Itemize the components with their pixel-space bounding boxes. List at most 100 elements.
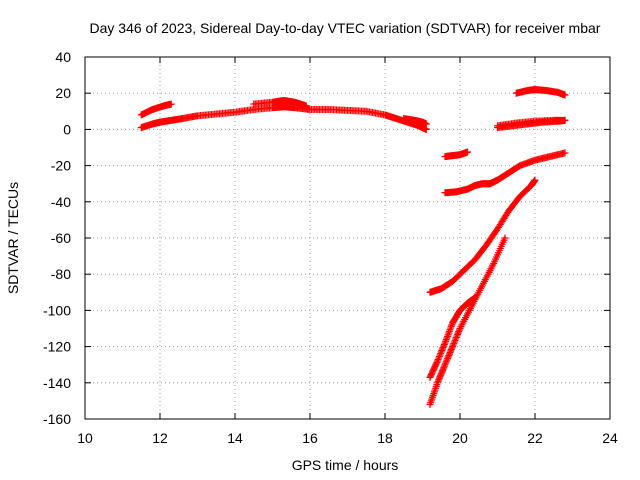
data-point-plus: [434, 357, 441, 365]
data-point-plus: [453, 332, 461, 340]
series-arc-5: [441, 148, 471, 161]
data-point-plus: [440, 364, 448, 372]
data-point-plus: [450, 340, 458, 348]
data-point-plus: [434, 356, 442, 364]
data-point-plus: [440, 342, 448, 350]
data-point-plus: [443, 356, 451, 364]
y-tick-label: -120: [43, 339, 71, 355]
data-point-plus: [446, 326, 454, 334]
data-point-plus: [445, 352, 453, 360]
series-arc-4: [400, 115, 430, 128]
x-tick-label: 24: [602, 430, 618, 446]
data-point-plus: [443, 334, 451, 342]
data-point-plus: [444, 355, 451, 363]
data-point-plus: [454, 329, 462, 337]
x-tick-label: 20: [452, 430, 468, 446]
y-tick-label: -20: [51, 158, 71, 174]
x-tick-label: 12: [152, 430, 168, 446]
data-point-plus: [449, 343, 456, 351]
series-arc-2: [137, 103, 430, 133]
data-point-plus: [438, 347, 446, 355]
y-tick-label: -160: [43, 411, 71, 427]
data-point-plus: [451, 337, 459, 345]
data-point-plus: [435, 376, 443, 384]
data-point-plus: [561, 91, 569, 99]
chart-title: Day 346 of 2023, Sidereal Day-to-day VTE…: [90, 20, 601, 36]
data-point-plus: [435, 353, 443, 361]
data-point-plus: [445, 329, 453, 337]
data-point-plus: [501, 234, 509, 242]
y-tick-label: -60: [51, 230, 71, 246]
data-point-plus: [454, 331, 461, 339]
data-point-plus: [435, 354, 443, 362]
data-marks: [137, 86, 569, 409]
series-arc-12: [426, 234, 509, 409]
data-point-plus: [561, 149, 569, 157]
data-point-plus: [436, 351, 444, 359]
series-arc-6: [441, 149, 569, 197]
axis-ticks: [84, 56, 611, 420]
data-point-plus: [450, 338, 458, 346]
data-point-plus: [464, 148, 471, 156]
series-arc-10: [426, 176, 539, 296]
data-point-plus: [561, 116, 569, 124]
data-point-plus: [438, 368, 446, 376]
series-arc-9: [512, 86, 569, 99]
data-point-plus: [452, 335, 460, 343]
data-point-plus: [437, 348, 445, 356]
data-point-plus: [447, 322, 455, 330]
y-tick-label: -140: [43, 375, 71, 391]
data-point-plus: [302, 102, 310, 110]
data-point-plus: [445, 327, 453, 335]
series-arc-11: [426, 294, 479, 381]
data-point-plus: [441, 361, 449, 369]
x-tick-label: 10: [77, 430, 93, 446]
data-point-plus: [446, 349, 454, 357]
x-tick-label: 22: [527, 430, 543, 446]
x-tick-label: 14: [227, 430, 243, 446]
data-point-plus: [442, 358, 450, 366]
data-point-plus: [437, 350, 445, 358]
y-tick-label: 0: [63, 121, 71, 137]
data-point-plus: [439, 365, 447, 373]
x-tick-label: 18: [377, 430, 393, 446]
y-tick-label: 40: [55, 49, 71, 65]
data-point-plus: [434, 377, 442, 385]
data-point-plus: [444, 332, 451, 340]
data-point-plus: [440, 340, 448, 348]
data-point-plus: [455, 328, 463, 336]
y-tick-label: -40: [51, 194, 71, 210]
data-point-plus: [442, 359, 450, 367]
data-point-plus: [447, 347, 455, 355]
data-point-plus: [439, 345, 446, 353]
x-axis-label: GPS time / hours: [292, 457, 399, 473]
series-arc-3: [250, 96, 310, 110]
data-point-plus: [447, 346, 455, 354]
data-point-plus: [444, 331, 452, 339]
data-point-plus: [436, 373, 444, 381]
data-point-plus: [422, 120, 430, 128]
y-tick-label: -100: [43, 302, 71, 318]
data-point-plus: [531, 176, 539, 184]
data-point-plus: [435, 374, 443, 382]
data-point-plus: [444, 353, 452, 361]
data-point-plus: [440, 362, 448, 370]
y-tick-label: -80: [51, 266, 71, 282]
series-arc-8: [494, 116, 569, 130]
data-point-plus: [452, 334, 460, 342]
series-arc-1: [137, 100, 175, 119]
data-point-plus: [442, 336, 450, 344]
data-point-plus: [434, 379, 441, 387]
y-tick-labels: 40 20 0 -20 -40 -60 -80 -100 -120 -140 -160: [43, 49, 71, 427]
data-point-plus: [441, 339, 449, 347]
data-point-plus: [439, 367, 446, 375]
data-point-plus: [167, 100, 175, 108]
y-tick-label: 20: [55, 85, 71, 101]
data-point-plus: [442, 337, 450, 345]
data-point-plus: [455, 326, 463, 334]
y-axis-label: SDTVAR / TECUs: [5, 182, 21, 294]
x-tick-labels: 10 12 14 16 18 20 22 24: [77, 430, 618, 446]
data-point-plus: [437, 371, 445, 379]
data-point-plus: [439, 344, 447, 352]
